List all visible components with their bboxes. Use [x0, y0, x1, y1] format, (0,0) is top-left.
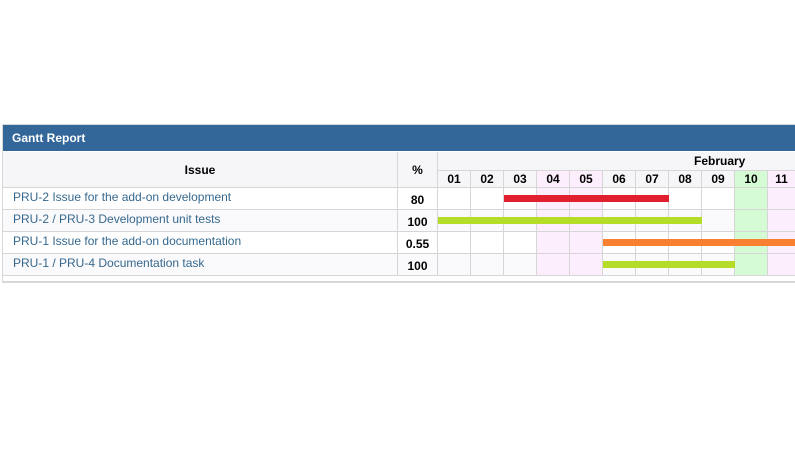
day-cell	[504, 254, 537, 276]
day-header-06: 06	[603, 171, 636, 188]
issue-column-header: Issue	[3, 152, 398, 188]
day-cell	[768, 210, 795, 232]
day-cell	[735, 188, 768, 210]
day-header-02: 02	[471, 171, 504, 188]
day-cell	[504, 232, 537, 254]
issue-link[interactable]: PRU-1 / PRU-4 Documentation task	[3, 254, 398, 276]
day-cell	[702, 210, 735, 232]
day-cell	[537, 254, 570, 276]
gantt-bar[interactable]	[438, 217, 702, 224]
table-footer	[3, 276, 795, 282]
day-header-11: 11	[768, 171, 795, 188]
day-cell	[471, 254, 504, 276]
month-header: February	[438, 152, 795, 171]
day-cell	[438, 254, 471, 276]
day-header-04: 04	[537, 171, 570, 188]
day-header-09: 09	[702, 171, 735, 188]
day-header-01: 01	[438, 171, 471, 188]
day-header-05: 05	[570, 171, 603, 188]
day-header-08: 08	[669, 171, 702, 188]
day-cell	[570, 232, 603, 254]
day-header-10: 10	[735, 171, 768, 188]
day-cell	[735, 254, 768, 276]
day-cell	[768, 254, 795, 276]
issue-link[interactable]: PRU-1 Issue for the add-on documentation	[3, 232, 398, 254]
percent-done: 100	[398, 254, 438, 276]
day-header-03: 03	[504, 171, 537, 188]
gantt-table: Issue% February 01 02 03 04 05 06 07 08 09 10 11 PRU-…	[3, 125, 795, 282]
day-cell	[570, 254, 603, 276]
issue-link[interactable]: PRU-2 Issue for the add-on development	[3, 188, 398, 210]
day-cell	[768, 188, 795, 210]
gantt-bar[interactable]	[603, 261, 735, 268]
percent-done: 80	[398, 188, 438, 210]
day-header-07: 07	[636, 171, 669, 188]
day-cell	[669, 188, 702, 210]
day-cell	[471, 232, 504, 254]
gantt-report-panel: Gantt Report Issue% February 01 02 03 04 05 06 0…	[2, 124, 795, 283]
day-cell	[438, 232, 471, 254]
day-cell	[702, 188, 735, 210]
panel-title: Gantt Report	[3, 125, 795, 151]
day-cell	[471, 188, 504, 210]
gantt-bar[interactable]	[603, 239, 795, 246]
issue-link[interactable]: PRU-2 / PRU-3 Development unit tests	[3, 210, 398, 232]
gantt-bar[interactable]	[504, 195, 669, 202]
day-cell	[735, 210, 768, 232]
percent-done: 0.55	[398, 232, 438, 254]
day-cell	[438, 188, 471, 210]
percent-column-header: %	[398, 152, 438, 188]
day-cell	[537, 232, 570, 254]
percent-done: 100	[398, 210, 438, 232]
